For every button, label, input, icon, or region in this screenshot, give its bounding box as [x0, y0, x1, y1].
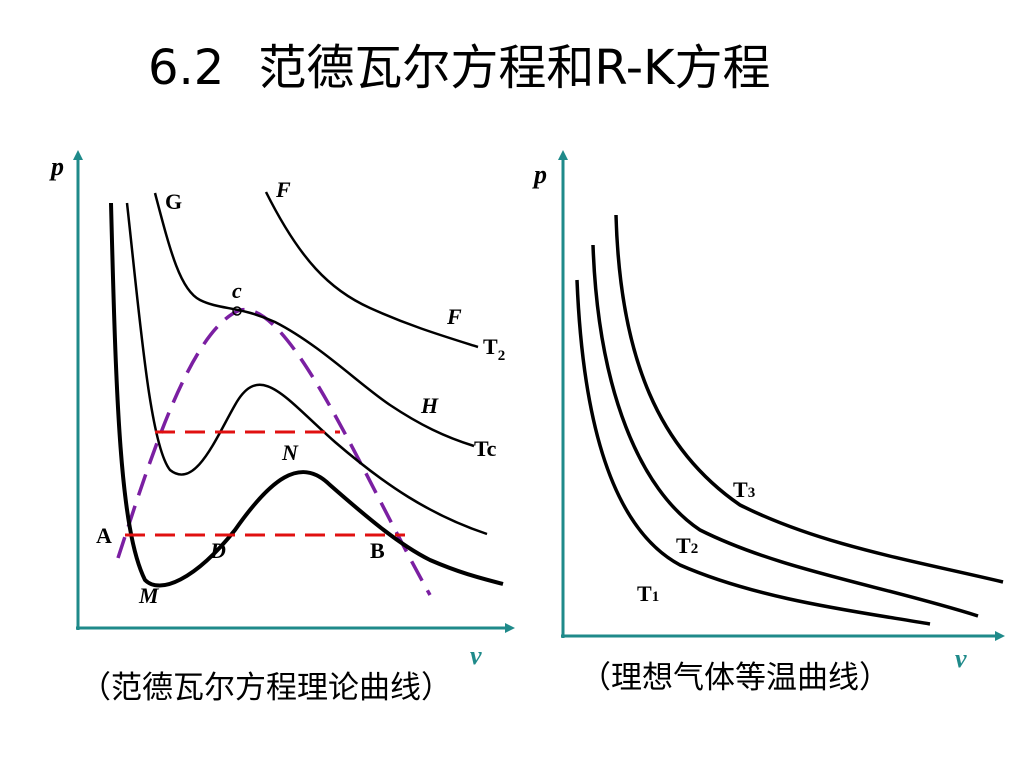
left-p-label: p [49, 152, 64, 181]
isotherm-lowest [109, 202, 504, 588]
left-v-label: v [470, 641, 482, 670]
section-number: 6.2 [148, 40, 225, 96]
isotherm-t2-upper [264, 191, 479, 349]
right-caption: （理想气体等温曲线） [580, 660, 890, 696]
label-right-T2-sub: 2 [691, 541, 699, 557]
right-p-label: p [532, 160, 547, 189]
isotherm-middle [125, 202, 488, 536]
label-N: N [281, 440, 299, 465]
slide-title: 6.2 范德瓦尔方程和R-K方程 [148, 28, 771, 98]
label-A: A [96, 523, 112, 548]
label-T2-sub: 2 [498, 348, 506, 364]
label-T2: T2 [483, 334, 505, 364]
label-Tc: Tc [474, 436, 497, 461]
left-caption: （范德瓦尔方程理论曲线） [80, 670, 452, 706]
label-right-T1: T1 [637, 581, 659, 606]
right-v-label: v [955, 644, 967, 673]
label-B: B [370, 538, 385, 563]
label-right-T1-letter: T [637, 581, 652, 606]
isotherm-t2 [591, 244, 979, 618]
label-F-right: F [446, 304, 462, 329]
label-M: M [138, 583, 160, 608]
label-right-T2: T2 [676, 533, 698, 558]
vdw-diagram: p v G F c F T2 H Tc N A D B M [49, 150, 515, 670]
isotherm-t3 [614, 214, 1004, 584]
title-text: 范德瓦尔方程和R-K方程 [258, 40, 771, 96]
label-F-top: F [275, 177, 291, 202]
label-T2-letter: T [483, 334, 498, 359]
label-right-T3-sub: 3 [748, 485, 756, 501]
label-H: H [420, 393, 439, 418]
label-right-T2-letter: T [676, 533, 691, 558]
isotherm-t1 [575, 279, 931, 626]
label-G: G [165, 189, 182, 214]
label-c: c [232, 278, 242, 303]
isotherm-tc [153, 192, 475, 448]
label-right-T1-sub: 1 [652, 589, 660, 605]
label-right-T3: T3 [733, 477, 755, 502]
ideal-gas-diagram: p v T3 T2 T1 [532, 150, 1005, 673]
label-D: D [209, 538, 226, 563]
label-right-T3-letter: T [733, 477, 748, 502]
